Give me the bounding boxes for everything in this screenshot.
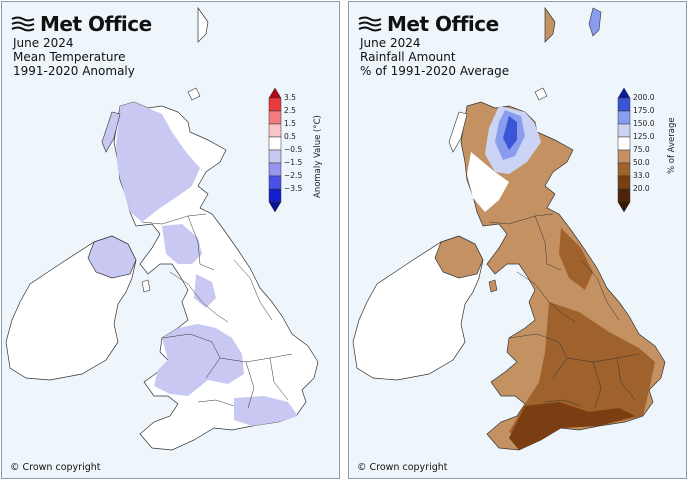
met-office-waves-icon — [358, 16, 382, 32]
shetland-islands — [588, 7, 602, 37]
copyright-notice: © Crown copyright — [10, 462, 101, 473]
pennines-dry-region — [559, 228, 593, 290]
brand-name: Met Office — [387, 12, 499, 36]
copyright-notice: © Crown copyright — [357, 462, 448, 473]
legend-color-segment — [617, 123, 631, 138]
legend-color-segment — [268, 97, 282, 112]
legend-color-segment — [617, 175, 631, 190]
legend-tick-label: −2.5 — [284, 171, 303, 180]
legend-upper-extension — [268, 88, 282, 99]
legend-tick-label: 2.5 — [284, 106, 296, 115]
legend-color-segment — [617, 188, 631, 203]
rainfall-amount-map-panel: Met Office June 2024 Rainfall Amount % o… — [348, 1, 687, 479]
title-line-baseline: 1991-2020 Anomaly — [13, 64, 135, 78]
legend-lower-extension — [617, 201, 631, 212]
brand-name: Met Office — [40, 12, 152, 36]
highlands-wettest-region — [503, 116, 517, 150]
region-boundaries — [141, 213, 293, 409]
map-title: June 2024 Rainfall Amount % of 1991-2020… — [360, 36, 509, 78]
legend-color-segment — [617, 110, 631, 125]
legend-color-segment — [268, 110, 282, 125]
northern-ireland-region — [434, 235, 484, 279]
rainfall-legend-colorbar — [617, 88, 631, 212]
legend-tick-label: 33.0 — [633, 171, 650, 180]
legend-color-segment — [617, 162, 631, 177]
legend-tick-label: 175.0 — [633, 106, 655, 115]
legend-color-segment — [268, 175, 282, 190]
met-office-logo: Met Office — [10, 12, 152, 36]
legend-color-segment — [268, 188, 282, 203]
isle-of-man — [141, 279, 151, 293]
legend-color-segment — [617, 136, 631, 151]
legend-tick-label: 200.0 — [633, 93, 655, 102]
legend-tick-label: 125.0 — [633, 132, 655, 141]
wales-west-midlands-cool-region — [154, 324, 244, 396]
temperature-legend-title: Anomaly Value (°C) — [313, 115, 323, 198]
legend-upper-extension — [617, 88, 631, 99]
legend-color-segment — [268, 136, 282, 151]
legend-tick-label: 1.5 — [284, 119, 296, 128]
scotland-cool-region — [116, 102, 200, 222]
legend-tick-label: −1.5 — [284, 158, 303, 167]
legend-tick-label: 0.5 — [284, 132, 296, 141]
legend-color-segment — [268, 123, 282, 138]
legend-color-segment — [268, 162, 282, 177]
title-line-baseline: % of 1991-2020 Average — [360, 64, 510, 78]
temperature-anomaly-map — [5, 6, 319, 451]
temperature-legend-colorbar — [268, 88, 282, 212]
legend-lower-extension — [268, 201, 282, 212]
map-title: June 2024 Mean Temperature 1991-2020 Ano… — [13, 36, 135, 78]
met-office-waves-icon — [11, 16, 35, 32]
title-line-variable: Mean Temperature — [13, 50, 126, 64]
great-britain-landmass — [113, 6, 319, 451]
legend-tick-label: 75.0 — [633, 145, 650, 154]
region-boundaries — [488, 213, 640, 409]
northern-ireland-region — [87, 235, 137, 279]
rainfall-legend-title: % of Average — [667, 117, 677, 174]
temperature-anomaly-map-panel: Met Office June 2024 Mean Temperature 19… — [1, 1, 340, 479]
legend-color-segment — [268, 149, 282, 164]
legend-tick-label: 50.0 — [633, 158, 650, 167]
rainfall-amount-map — [352, 6, 666, 451]
outer-hebrides — [448, 111, 468, 153]
met-office-logo: Met Office — [357, 12, 499, 36]
pennines-cool-region — [162, 224, 216, 308]
outer-hebrides — [101, 111, 121, 153]
scotland-normal-region — [467, 152, 509, 212]
legend-tick-label: 20.0 — [633, 184, 650, 193]
title-line-month: June 2024 — [360, 36, 421, 50]
orkney-islands — [187, 87, 201, 101]
title-line-month: June 2024 — [13, 36, 74, 50]
title-line-variable: Rainfall Amount — [360, 50, 456, 64]
legend-tick-label: −3.5 — [284, 184, 303, 193]
isle-of-man — [488, 279, 498, 293]
southwest-very-dry-region — [509, 402, 635, 450]
legend-tick-label: 150.0 — [633, 119, 655, 128]
legend-tick-label: 3.5 — [284, 93, 296, 102]
south-cool-region — [234, 396, 298, 426]
legend-tick-label: −0.5 — [284, 145, 303, 154]
legend-color-segment — [617, 149, 631, 164]
legend-color-segment — [617, 97, 631, 112]
orkney-islands — [534, 87, 548, 101]
